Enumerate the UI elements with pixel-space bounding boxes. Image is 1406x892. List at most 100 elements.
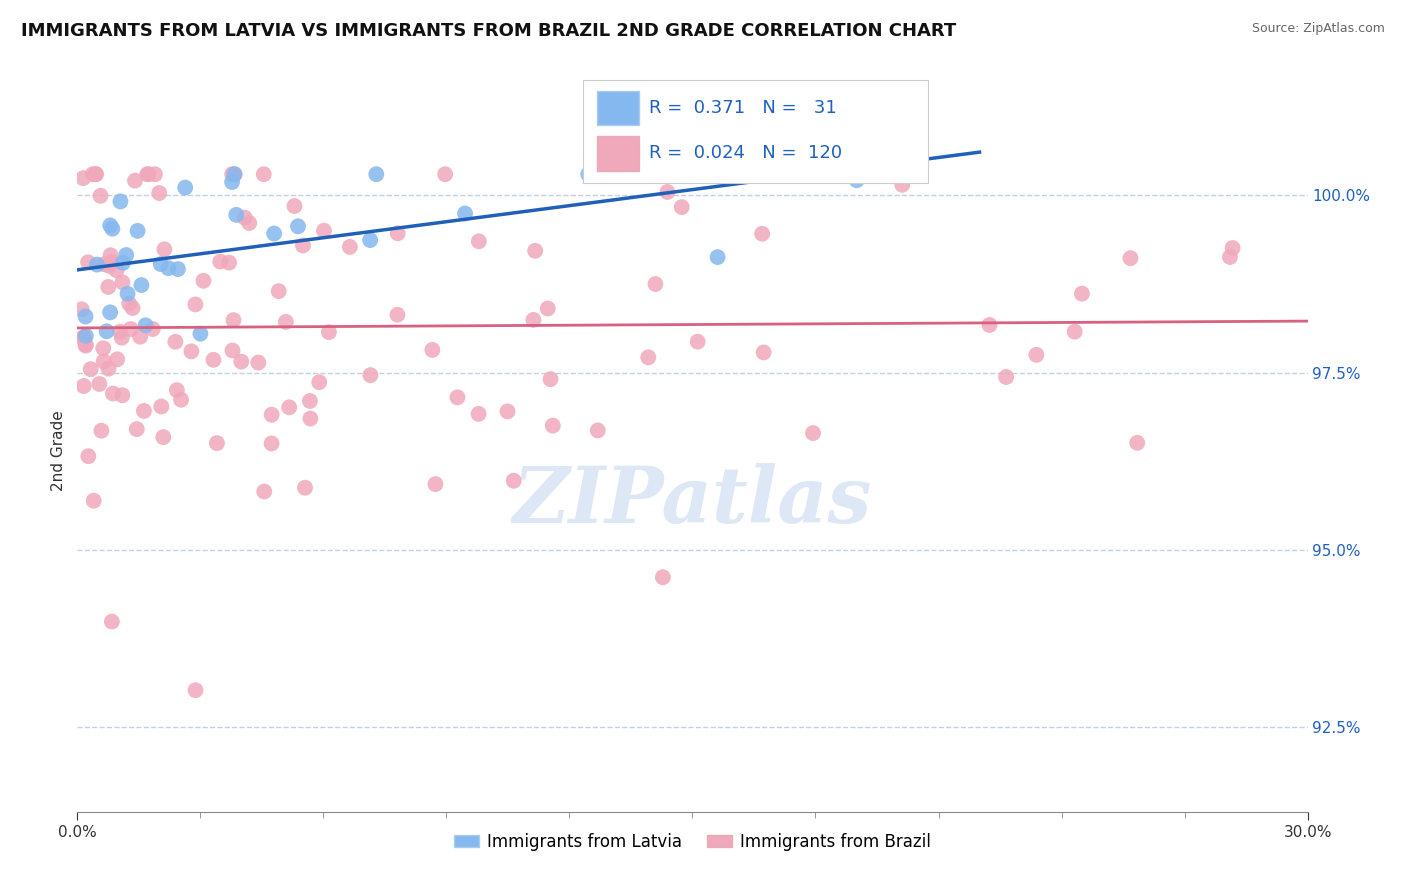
Point [89,376,111,391]
Point [73,330,96,344]
Point [586,423,609,437]
Point [120,322,142,336]
Point [752,345,775,359]
Point [366,167,388,181]
Point [132,404,155,418]
Point [540,372,562,386]
Point [221,175,243,189]
Point [298,394,321,409]
Point [644,277,666,291]
Point [1071,286,1094,301]
Bar [598,136,638,170]
Text: IMMIGRANTS FROM LATVIA VS IMMIGRANTS FROM BRAZIL 2ND GRADE CORRELATION CHART: IMMIGRANTS FROM LATVIA VS IMMIGRANTS FRO… [21,22,956,40]
Point [93,257,115,271]
Point [651,570,673,584]
Point [80,362,103,376]
Point [225,208,247,222]
Point [101,386,124,401]
Text: R =  0.024   N =  120: R = 0.024 N = 120 [650,145,842,162]
Point [111,331,134,345]
Point [291,238,314,252]
Point [77,449,100,463]
Point [283,199,305,213]
Point [231,354,253,368]
Point [1063,325,1085,339]
Point [253,484,276,499]
Point [136,167,159,181]
Point [148,186,170,200]
Point [124,174,146,188]
Point [180,344,202,359]
Point [184,297,207,311]
Point [91,341,114,355]
Point [111,256,134,270]
Point [294,481,316,495]
Text: ZIPatlas: ZIPatlas [513,463,872,540]
Point [142,322,165,336]
Point [193,274,215,288]
Point [97,361,120,376]
Point [274,315,297,329]
Point [72,331,94,345]
Point [278,401,301,415]
Point [224,167,246,181]
Point [308,375,330,389]
Point [167,262,190,277]
Point [434,167,457,181]
Point [801,425,824,440]
Point [90,424,112,438]
Point [108,325,131,339]
Point [149,257,172,271]
Point [576,167,599,181]
Point [110,194,132,209]
Point [845,173,868,187]
Point [446,390,468,404]
Point [1219,250,1241,264]
Point [263,227,285,241]
Point [995,370,1018,384]
Bar [598,91,638,126]
Point [706,250,728,264]
Point [318,325,340,339]
Point [118,296,141,310]
Point [524,244,547,258]
Point [751,227,773,241]
Point [129,329,152,343]
Point [312,224,335,238]
Point [75,338,97,352]
Point [468,235,491,249]
Point [97,280,120,294]
Point [150,400,173,414]
Point [253,167,276,181]
Point [143,167,166,181]
Point [135,318,157,333]
Point [1222,241,1244,255]
Point [157,261,180,276]
Point [657,185,679,199]
Point [174,180,197,194]
Point [979,318,1001,332]
Point [98,219,121,233]
Point [93,354,115,368]
Point [190,326,212,341]
Point [359,368,381,383]
Point [117,286,139,301]
Point [339,240,361,254]
Text: R =  0.371   N =   31: R = 0.371 N = 31 [650,99,837,117]
Point [138,167,160,181]
Point [202,352,225,367]
Point [75,338,97,352]
Point [165,334,187,349]
Point [75,310,97,324]
Legend: Immigrants from Latvia, Immigrants from Brazil: Immigrants from Latvia, Immigrants from … [447,826,938,857]
Point [537,301,560,316]
Point [98,305,121,319]
Point [131,278,153,293]
Point [77,255,100,269]
Point [152,430,174,444]
Point [425,477,447,491]
Point [1119,251,1142,265]
Point [454,206,477,220]
Point [387,308,409,322]
Point [75,329,97,343]
